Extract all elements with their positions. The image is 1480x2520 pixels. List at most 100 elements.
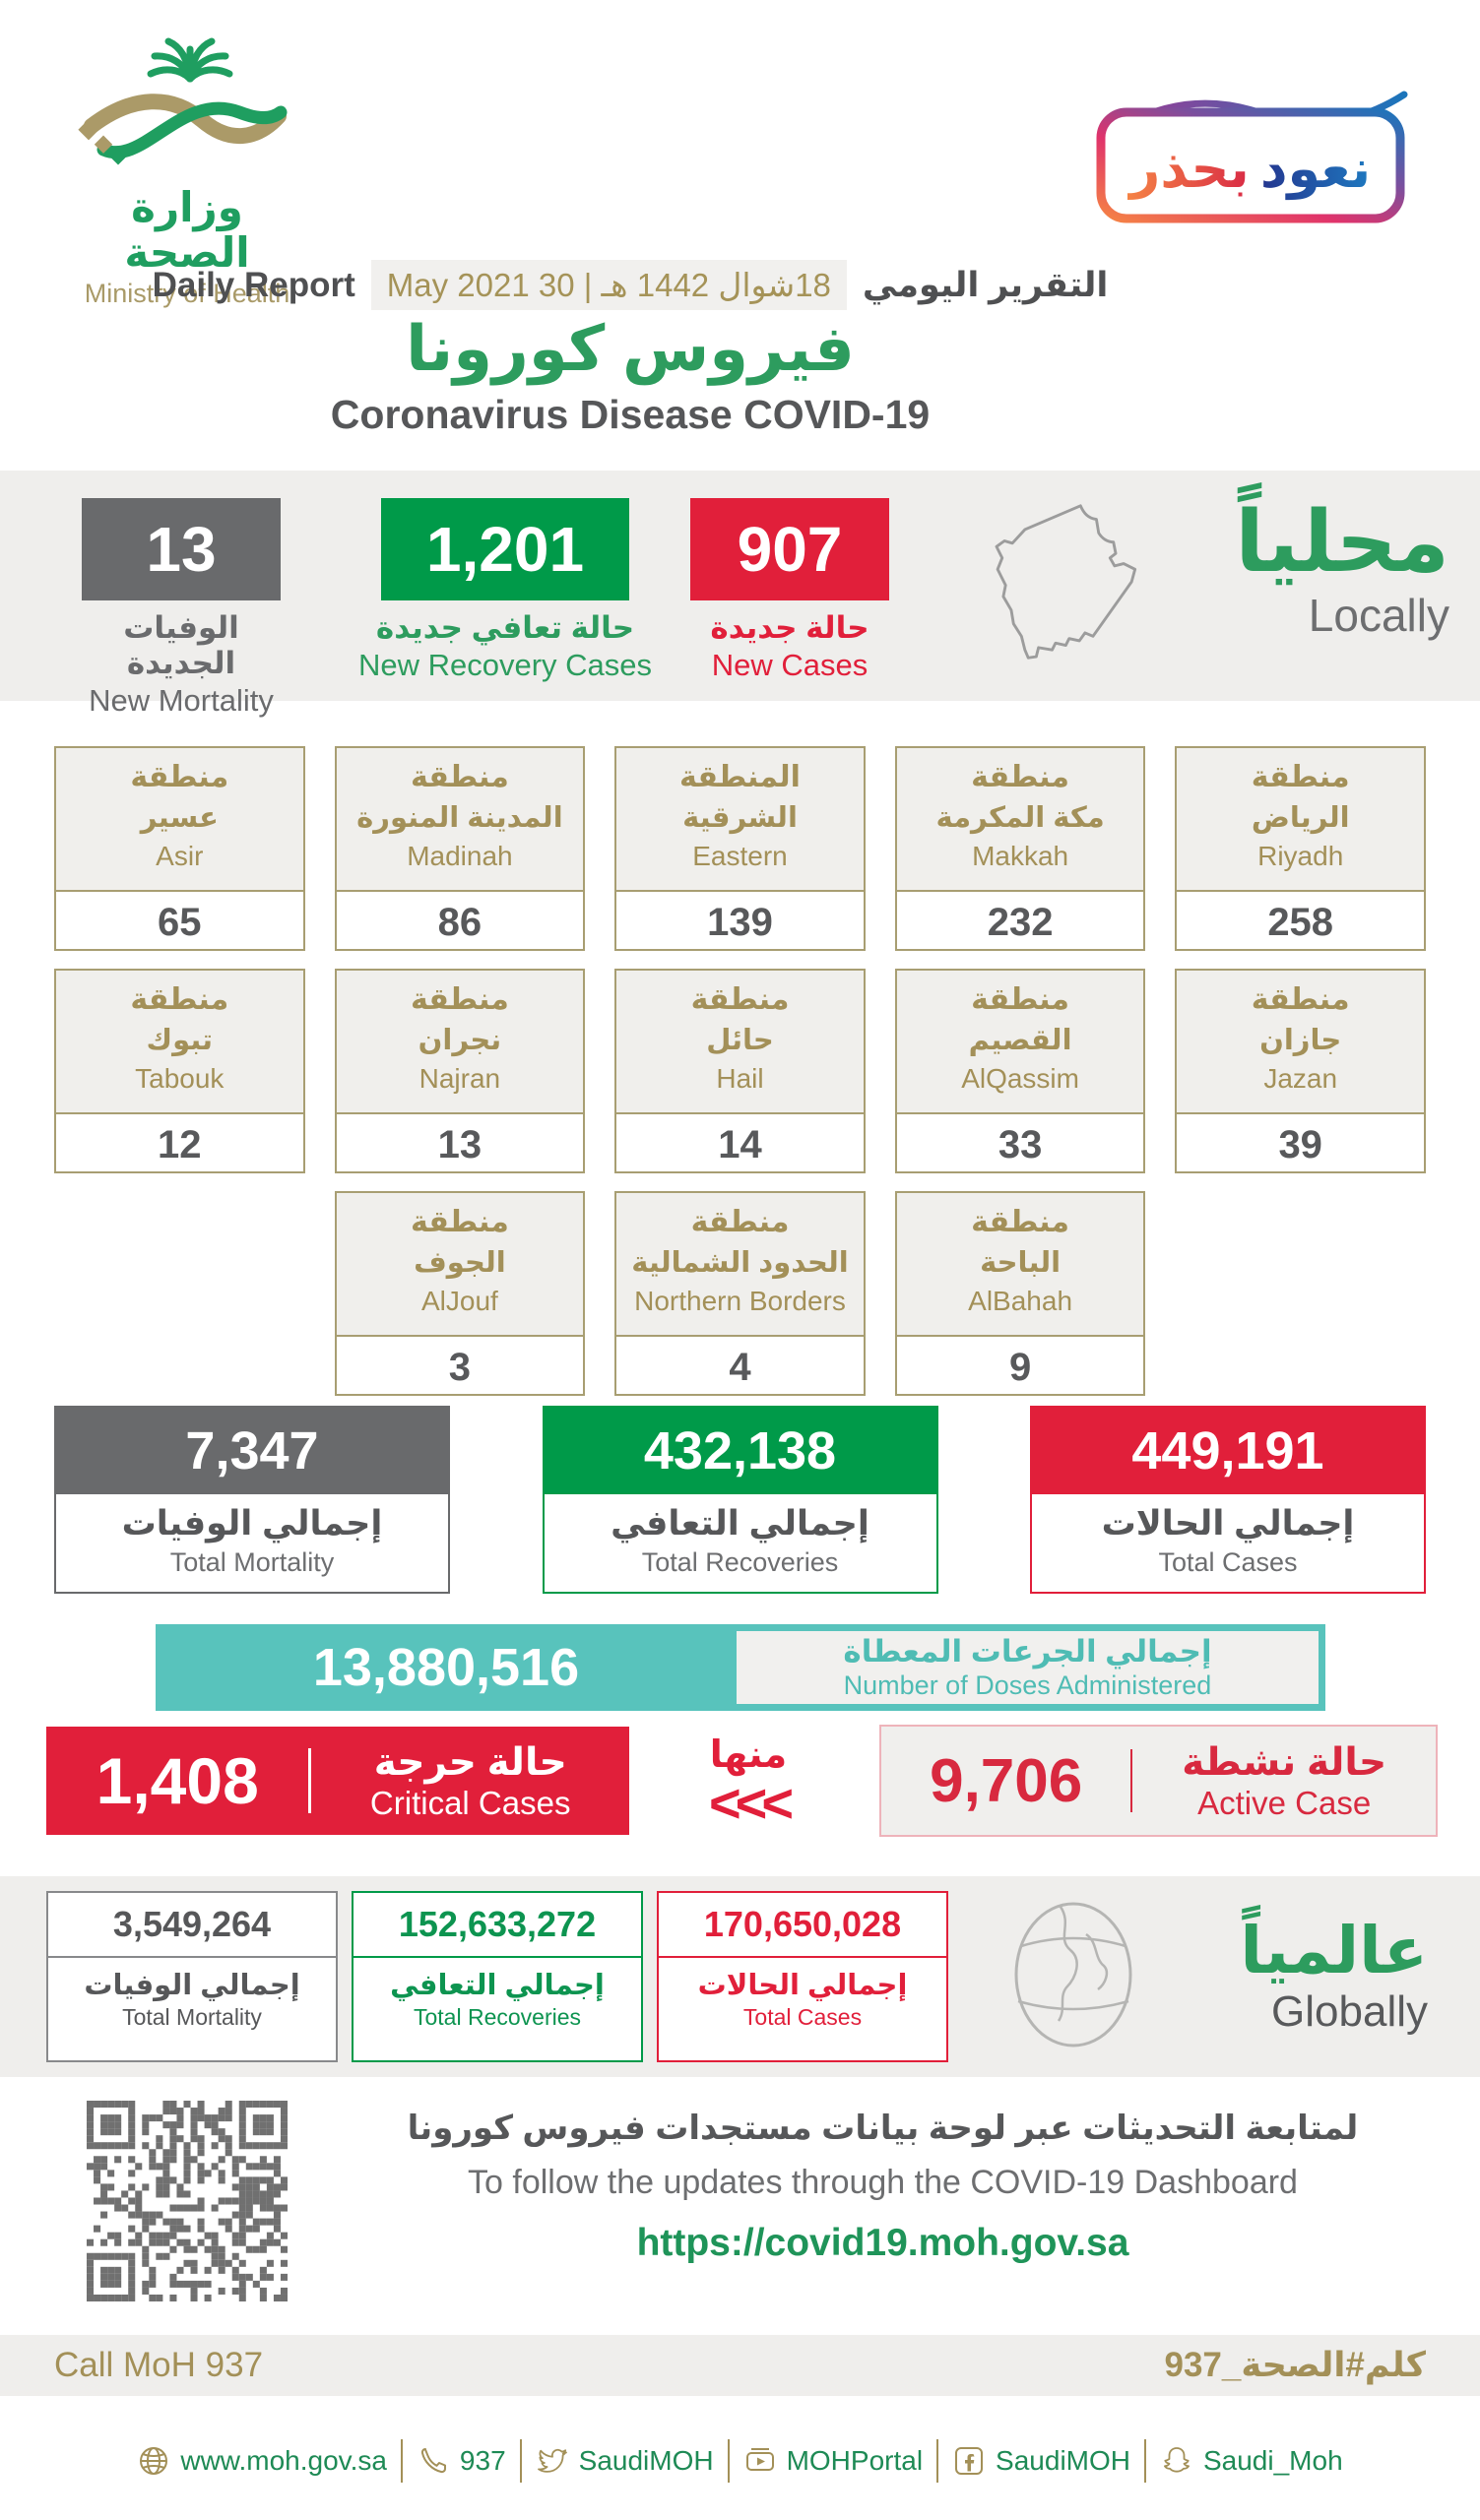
region-prefix-ar: منطقة: [971, 983, 1070, 1016]
title-english: Coronavirus Disease COVID-19: [330, 392, 931, 437]
region-prefix-ar: منطقة: [690, 983, 790, 1016]
region-prefix-ar: منطقة: [130, 983, 229, 1016]
dashboard-url-link[interactable]: https://covid19.moh.gov.sa: [636, 2222, 1129, 2264]
region-box-tabouk: منطقة تبوك Tabouk 12: [54, 969, 305, 1173]
doses-label-ar: إجمالي الجرعات المعطاة: [843, 1634, 1212, 1669]
global-cases-label-ar: إجمالي الحالات: [697, 1970, 908, 2001]
critical-active-row: 1,408 حالة حرجة Critical Cases منها <<< …: [46, 1725, 1438, 1837]
region-value: 258: [1267, 901, 1334, 944]
region-prefix-ar: منطقة: [971, 1206, 1070, 1238]
facebook-icon: [955, 2447, 984, 2475]
region-value: 86: [437, 901, 483, 944]
region-prefix-ar: منطقة: [1251, 761, 1350, 793]
region-name-en: Tabouk: [135, 1062, 225, 1094]
doses-bar: 13,880,516 إجمالي الجرعات المعطاة Number…: [156, 1624, 1325, 1711]
active-cases-value: 9,706: [930, 1746, 1083, 1815]
globally-section: 3,549,264 إجمالي الوفيات Total Mortality…: [0, 1876, 1480, 2077]
region-prefix-ar: منطقة: [1251, 983, 1350, 1016]
region-value: 4: [729, 1346, 751, 1389]
separator: [400, 2439, 403, 2483]
total-cases-label-ar: إجمالي الحالات: [1101, 1504, 1355, 1543]
moh-logo: وزارة الصحة Ministry of Health: [67, 20, 307, 309]
critical-cases-value: 1,408: [96, 1744, 259, 1817]
new-recoveries-value: 1,201: [381, 498, 629, 600]
total-mortality-label-en: Total Mortality: [169, 1547, 335, 1577]
ministry-name-en: Ministry of Health: [84, 279, 290, 309]
of-which-indicator: منها <<<: [675, 1732, 822, 1834]
region-name-en: Makkah: [972, 840, 1069, 871]
region-name-ar: القصيم: [968, 1024, 1072, 1056]
doses-value: 13,880,516: [312, 1638, 580, 1697]
global-recoveries-box: 152,633,272 إجمالي التعافي Total Recover…: [352, 1891, 643, 2062]
region-box-najran: منطقة نجران Najran 13: [334, 969, 586, 1173]
region-value: 14: [718, 1123, 762, 1166]
region-box-alqassim: منطقة القصيم AlQassim 33: [894, 969, 1146, 1173]
global-mortality-box: 3,549,264 إجمالي الوفيات Total Mortality: [46, 1891, 338, 2062]
region-name-en: Hail: [716, 1062, 764, 1094]
active-cases-label-ar: حالة نشطة: [1182, 1740, 1387, 1784]
region-name-en: Madinah: [407, 840, 513, 871]
doses-labels: إجمالي الجرعات المعطاة Number of Doses A…: [737, 1631, 1319, 1704]
region-box-riyadh: منطقة الرياض Riyadh 258: [1175, 746, 1426, 951]
region-prefix-ar: منطقة: [130, 761, 229, 793]
region-box-northern-borders: منطقة الحدود الشمالية Northern Borders 4: [614, 1191, 866, 1396]
region-name-en: Jazan: [1263, 1062, 1338, 1094]
region-name-en: AlJouf: [420, 1285, 498, 1316]
region-name-ar: المدينة المنورة: [356, 801, 563, 834]
new-mortality-label-en: New Mortality: [89, 683, 274, 718]
critical-cases-label-en: Critical Cases: [369, 1784, 571, 1821]
snapchat-link[interactable]: Saudi_Moh: [1160, 2444, 1343, 2478]
region-name-ar: جازان: [1259, 1024, 1342, 1056]
total-mortality-label-ar: إجمالي الوفيات: [121, 1504, 383, 1543]
call-band: Call MoH 937 كلم#الصحة_937: [0, 2335, 1480, 2396]
twitter-link[interactable]: SaudiMOH: [536, 2444, 714, 2478]
title-arabic: فيروس كورونا: [406, 313, 855, 384]
badge-word-right: نعود: [1260, 138, 1371, 200]
doses-label-en: Number of Doses Administered: [843, 1670, 1212, 1700]
website-link[interactable]: www.moh.gov.sa: [137, 2444, 387, 2478]
active-cases-label-en: Active Case: [1197, 1784, 1372, 1821]
new-recoveries-label-en: New Recovery Cases: [357, 648, 653, 682]
total-cases-box: 449,191 إجمالي الحالات Total Cases: [1030, 1406, 1426, 1594]
region-name-ar: الباحة: [980, 1246, 1062, 1279]
global-cases-value: 170,650,028: [659, 1893, 946, 1958]
dashboard-text-ar: لمتابعة التحديثات عبر لوحة بيانات مستجدا…: [407, 2110, 1359, 2147]
region-name-ar: الجوف: [414, 1246, 506, 1279]
globe-icon: [140, 2447, 168, 2475]
return-with-caution-badge: نعود بحذر: [1091, 73, 1416, 230]
region-prefix-ar: منطقة: [410, 983, 509, 1016]
region-name-ar: حائل: [706, 1024, 774, 1056]
call-moh-hashtag-ar: كلم#الصحة_937: [1164, 2346, 1426, 2384]
region-box-albahah: منطقة الباحة AlBahah 9: [894, 1191, 1146, 1396]
dashboard-text-en: To follow the updates through the COVID-…: [468, 2164, 1298, 2201]
region-name-en: Asir: [156, 840, 204, 871]
youtube-link[interactable]: MOHPortal: [743, 2444, 923, 2478]
qr-code: [87, 2101, 288, 2301]
region-value: 65: [158, 901, 202, 944]
facebook-link[interactable]: SaudiMOH: [952, 2444, 1130, 2478]
region-prefix-ar: منطقة: [410, 1206, 509, 1238]
facebook-label: SaudiMOH: [996, 2445, 1130, 2476]
active-cases-box: 9,706 حالة نشطة Active Case: [879, 1725, 1438, 1837]
separator: [519, 2439, 522, 2483]
phone-link[interactable]: 937: [417, 2444, 506, 2478]
region-name-en: Northern Borders: [634, 1285, 846, 1316]
locally-heading-en: Locally: [1308, 590, 1449, 642]
total-cases-label-en: Total Cases: [1158, 1547, 1298, 1577]
regions-section: منطقة عسير Asir 65 منطقة المدينة المنورة…: [0, 701, 1480, 1396]
new-cases-value: 907: [690, 498, 889, 600]
new-recoveries-label-ar: حالة تعافي جديدة: [375, 610, 635, 645]
new-mortality-value: 13: [82, 498, 281, 600]
twitter-label: SaudiMOH: [578, 2445, 714, 2476]
chevrons-left-icon: <<<: [708, 1771, 794, 1834]
global-recoveries-label-ar: إجمالي التعافي: [390, 1970, 605, 2001]
separator: [936, 2439, 939, 2483]
region-box-aljouf: منطقة الجوف AlJouf 3: [334, 1191, 586, 1396]
region-name-en: AlQassim: [961, 1062, 1079, 1094]
website-label: www.moh.gov.sa: [180, 2445, 387, 2476]
total-recoveries-value: 432,138: [544, 1408, 936, 1494]
separator: [727, 2439, 730, 2483]
region-box-eastern: المنطقة الشرقية Eastern 139: [614, 746, 866, 951]
saudi-arabia-map-icon: [985, 500, 1172, 698]
